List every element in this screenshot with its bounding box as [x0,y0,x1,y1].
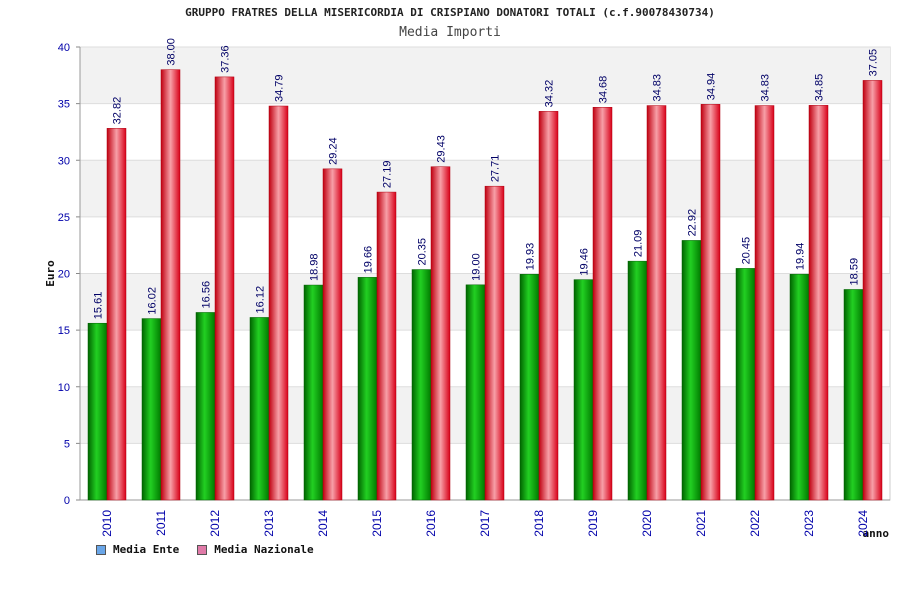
data-label: 18.59 [849,258,861,286]
x-tick-label: 2014 [316,510,330,537]
bar-media-nazionale [214,76,235,501]
data-label: 20.35 [417,238,429,266]
data-label: 37.36 [220,45,232,73]
y-tick-label: 0 [64,495,70,507]
x-tick-label: 2010 [100,510,114,537]
x-tick-label: 2022 [748,510,762,537]
data-label: 19.00 [471,253,483,281]
data-label: 19.46 [579,248,591,276]
y-tick-label: 40 [58,42,70,54]
y-axis-label: Euro [44,260,57,287]
x-tick-label: 2023 [802,510,816,537]
bar-media-ente [735,268,756,501]
bar-media-nazionale [106,128,127,501]
y-tick-label: 25 [58,212,70,224]
legend-label-nazionale: Media Nazionale [214,543,314,556]
x-tick-label: 2011 [154,510,168,536]
bar-media-ente [141,318,162,501]
legend-item-nazionale: Media Nazionale [197,543,314,556]
data-label: 22.92 [687,209,699,237]
data-label: 34.83 [760,74,772,102]
y-tick-label: 35 [58,99,70,111]
y-tick-label: 15 [58,325,70,337]
x-tick-label: 2013 [262,510,276,537]
bar-media-nazionale [862,80,883,501]
x-axis-label: anno [863,527,890,540]
data-label: 19.93 [525,243,537,271]
x-tick-label: 2020 [640,510,654,537]
bar-media-nazionale [538,111,559,501]
bar-media-ente [303,284,324,501]
bar-media-nazionale [754,105,775,501]
data-label: 34.94 [706,73,718,101]
data-label: 19.94 [795,243,807,271]
bar-media-ente [789,273,810,501]
data-label: 15.61 [93,292,105,320]
data-label: 34.83 [652,74,664,102]
data-label: 18.98 [309,254,321,282]
bar-media-ente [681,240,702,501]
bar-media-ente [87,322,108,501]
data-label: 32.82 [112,97,124,125]
bar-media-ente [519,274,540,501]
bar-media-ente [411,269,432,501]
data-label: 34.32 [544,80,556,108]
x-tick-label: 2021 [694,510,708,537]
data-label: 34.85 [814,74,826,102]
bar-media-nazionale [160,69,181,501]
data-label: 21.09 [633,230,645,258]
data-label: 16.56 [201,281,213,309]
data-label: 27.19 [382,161,394,189]
x-tick-label: 2018 [532,510,546,537]
y-tick-label: 5 [64,438,70,450]
data-label: 34.79 [274,74,286,102]
bar-media-ente [465,284,486,501]
data-label: 37.05 [868,49,880,77]
bar-media-ente [627,260,648,501]
x-tick-label: 2016 [424,510,438,537]
data-label: 38.00 [166,38,178,66]
x-tick-label: 2024 [856,510,870,537]
data-label: 20.45 [741,237,753,265]
x-tick-label: 2017 [478,510,492,537]
bar-media-nazionale [808,105,829,501]
data-label: 29.24 [328,137,340,165]
data-label: 16.02 [147,287,159,315]
data-label: 16.12 [255,286,267,314]
bar-media-nazionale [646,105,667,501]
bar-media-ente [357,277,378,501]
x-tick-label: 2015 [370,510,384,537]
bar-media-ente [249,317,270,501]
chart-title: GRUPPO FRATRES DELLA MISERICORDIA DI CRI… [185,6,715,19]
bar-media-nazionale [430,166,451,501]
data-label: 34.68 [598,76,610,104]
bar-media-nazionale [700,104,721,501]
legend-item-ente: Media Ente [96,543,179,556]
bar-media-ente [843,289,864,501]
chart-subtitle: Media Importi [399,25,501,40]
bar-media-nazionale [484,185,505,501]
y-tick-label: 30 [58,155,70,167]
bar-media-ente [195,312,216,501]
data-label: 29.43 [436,135,448,163]
x-tick-label: 2012 [208,510,222,537]
bar-media-nazionale [376,191,397,501]
legend-label-ente: Media Ente [113,543,180,556]
data-label: 27.71 [490,155,502,183]
legend-swatch-nazionale [197,544,208,555]
x-tick-label: 2019 [586,510,600,537]
bar-media-nazionale [592,106,613,501]
bar-media-nazionale [268,105,289,501]
bar-media-ente [573,279,594,501]
bar-media-nazionale [322,168,343,501]
y-tick-label: 20 [58,269,70,281]
legend-swatch-ente [96,544,106,555]
legend: Media Ente Media Nazionale [96,543,314,556]
data-label: 19.66 [363,246,375,274]
y-tick-label: 10 [58,382,70,394]
